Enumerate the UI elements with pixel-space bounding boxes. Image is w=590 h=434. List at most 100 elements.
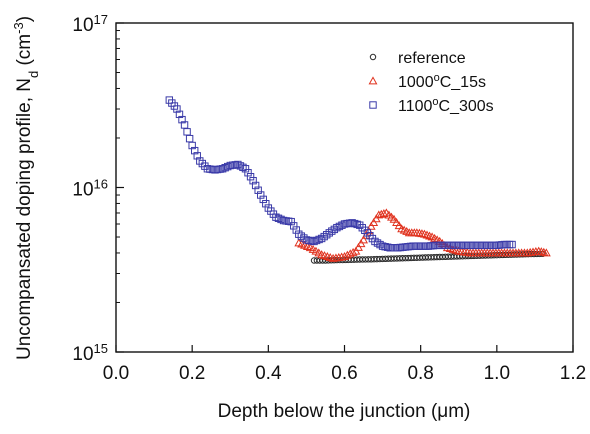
data-point	[379, 209, 389, 218]
x-axis: 0.0 0.2 0.4 0.6 0.8 1.0 1.2	[103, 345, 586, 384]
data-point	[335, 222, 344, 231]
data-point	[342, 250, 352, 259]
data-point	[394, 221, 404, 230]
data-point	[358, 224, 366, 232]
data-point	[221, 163, 229, 172]
data-point	[305, 236, 313, 245]
y-tick-exponent: 17	[94, 12, 108, 27]
data-point	[376, 240, 384, 249]
x-tick-label: 0.8	[407, 363, 433, 384]
data-point	[366, 221, 376, 230]
data-point	[244, 169, 252, 177]
data-point	[389, 214, 399, 223]
data-point	[356, 239, 366, 248]
data-point	[183, 128, 191, 136]
data-point	[351, 246, 361, 255]
legend-marker	[369, 101, 377, 109]
data-point	[348, 219, 356, 227]
y-axis-title-main: Uncompansated doping profile, N	[14, 78, 35, 360]
data-point	[356, 221, 364, 229]
data-point	[175, 110, 184, 119]
data-point	[541, 248, 551, 257]
data-point	[374, 210, 384, 219]
data-point	[297, 232, 306, 240]
y-tick-label: 1016	[72, 176, 108, 201]
data-point	[354, 242, 363, 251]
data-point	[191, 146, 199, 155]
y-tick-base: 10	[72, 344, 93, 365]
data-point	[320, 232, 328, 241]
data-point	[257, 191, 265, 199]
data-point	[295, 230, 303, 238]
y-tick-exponent: 15	[94, 341, 108, 356]
data-point	[239, 163, 247, 172]
data-point	[224, 162, 232, 171]
legend-label: 1000oC_15s	[398, 72, 486, 91]
data-point	[371, 214, 381, 223]
x-tick-label: 1.0	[484, 363, 510, 384]
data-point	[251, 181, 260, 190]
data-point	[348, 247, 358, 256]
y-tick-base: 10	[72, 180, 93, 201]
x-tick-label: 0.2	[179, 363, 205, 384]
data-point	[307, 237, 316, 245]
y-axis-title-superscript: -3	[11, 22, 26, 34]
data-point	[534, 246, 544, 255]
data-point	[196, 157, 204, 165]
y-axis-title-tail: (cm	[14, 34, 35, 71]
data-point	[290, 222, 298, 230]
legend-label: 1100oC_300s	[398, 96, 494, 115]
legend-label-rest: C_15s	[440, 74, 486, 91]
data-point	[359, 235, 368, 244]
data-point	[376, 209, 386, 218]
data-point	[259, 195, 267, 204]
x-tick-label: 0.4	[255, 363, 282, 384]
y-tick-label: 1017	[72, 12, 108, 37]
data-point	[173, 105, 181, 113]
y-axis-title-end: )	[14, 16, 35, 22]
plot-area	[115, 22, 574, 353]
data-point	[312, 236, 321, 245]
data-point	[300, 234, 308, 242]
data-point	[310, 237, 318, 246]
data-point	[381, 242, 389, 251]
data-point	[340, 251, 349, 261]
series-square	[165, 96, 516, 252]
data-point	[392, 217, 401, 226]
data-point	[193, 152, 201, 160]
data-point	[178, 115, 186, 124]
data-point	[185, 134, 194, 143]
data-point	[378, 242, 387, 250]
x-axis-title: Depth below the junction (μm)	[218, 401, 471, 422]
y-tick-label: 1015	[72, 341, 108, 366]
data-point	[188, 141, 196, 150]
y-axis-title: Uncompansated doping profile, Nd (cm-3)	[11, 16, 41, 360]
data-point	[317, 234, 326, 243]
data-point	[274, 214, 283, 222]
x-tick-label: 1.2	[560, 363, 586, 384]
legend-marker	[369, 53, 377, 61]
data-point	[262, 200, 270, 208]
data-point	[338, 221, 346, 229]
data-point	[333, 223, 341, 232]
data-point	[287, 217, 295, 226]
data-point	[361, 226, 369, 235]
x-tick-label: 0.0	[103, 363, 129, 384]
legend-label-value: 1100	[398, 98, 433, 115]
series-layer	[165, 96, 551, 264]
data-point	[539, 247, 549, 256]
data-point	[536, 247, 546, 256]
data-point	[198, 159, 207, 168]
data-point	[302, 236, 311, 244]
y-axis-title-subscript: d	[26, 71, 41, 78]
legend-label-degree: o	[432, 96, 438, 108]
legend-label-rest: C_300s	[439, 98, 494, 115]
data-point	[272, 213, 280, 221]
series-triangle	[294, 208, 551, 262]
data-point	[350, 219, 359, 228]
legend-marker	[368, 76, 378, 85]
data-point	[292, 226, 300, 234]
